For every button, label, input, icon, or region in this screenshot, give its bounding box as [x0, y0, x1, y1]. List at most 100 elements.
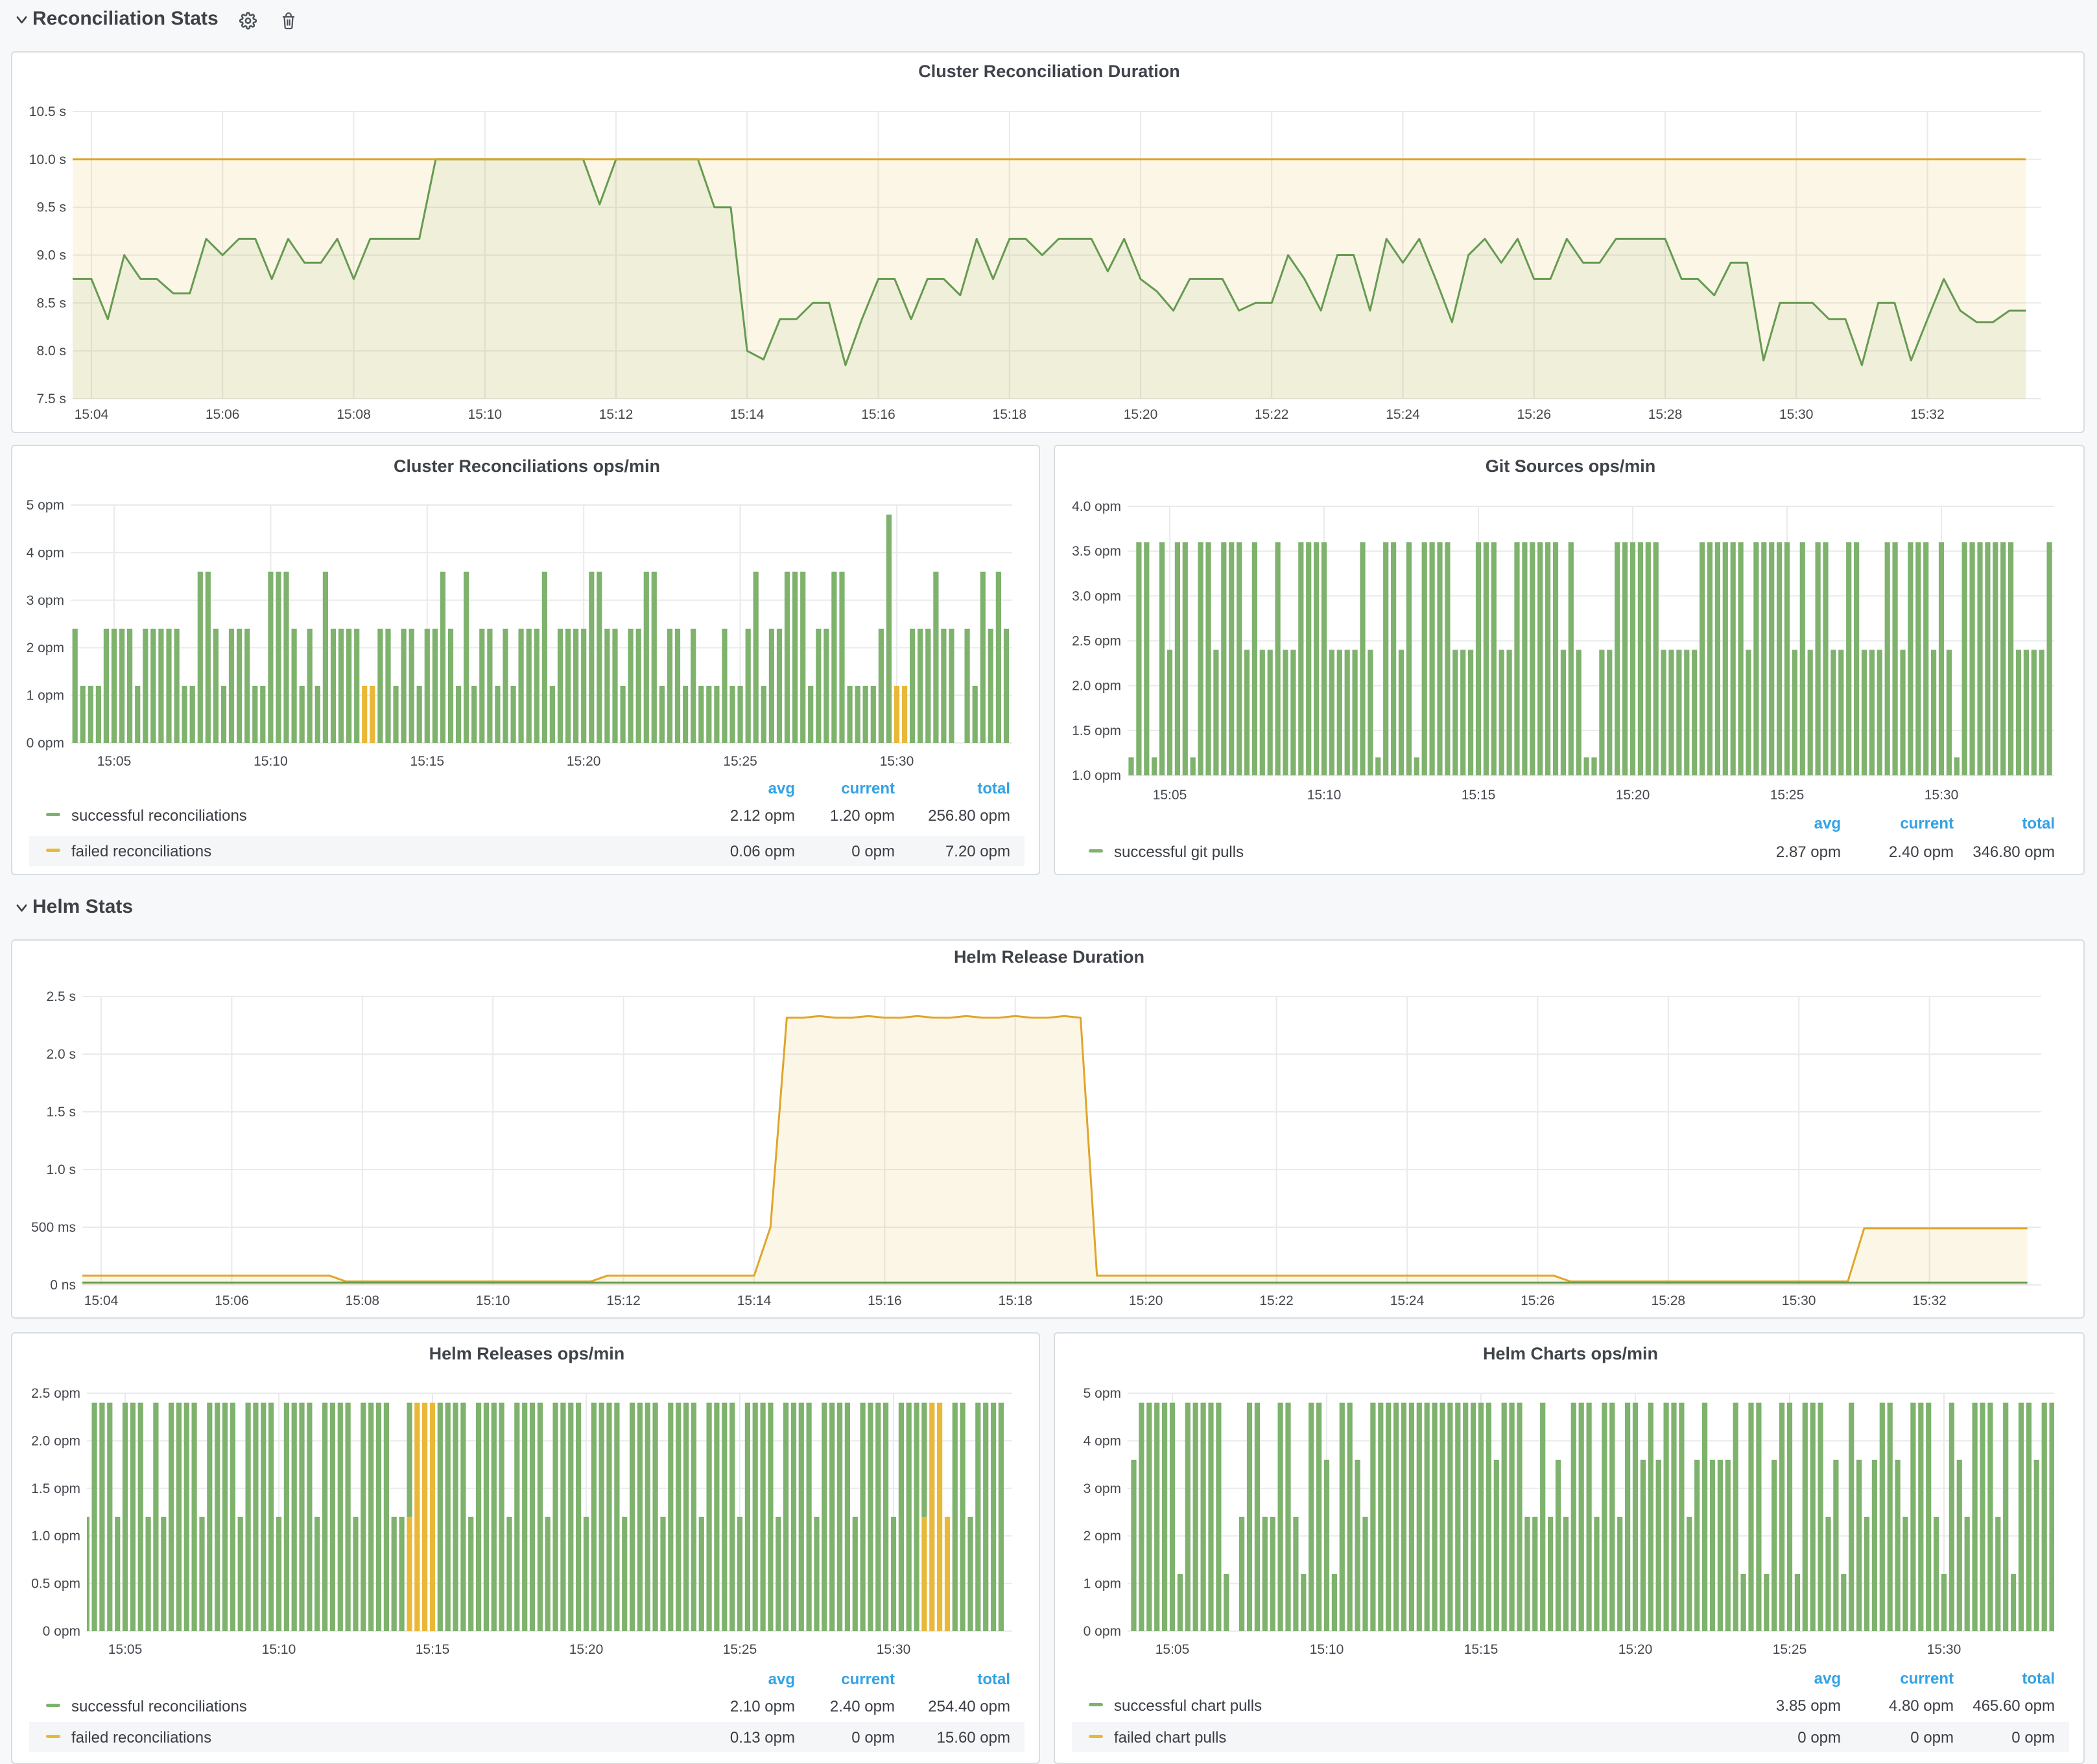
svg-text:7.20 opm: 7.20 opm — [945, 843, 1010, 860]
svg-text:346.80 opm: 346.80 opm — [1973, 843, 2055, 861]
svg-text:failed reconciliations: failed reconciliations — [71, 1729, 211, 1746]
svg-text:0.13 opm: 0.13 opm — [730, 1729, 795, 1746]
svg-text:3.5 opm: 3.5 opm — [1072, 544, 1121, 559]
svg-text:15:28: 15:28 — [1652, 1293, 1686, 1308]
svg-text:0 opm: 0 opm — [27, 736, 64, 751]
svg-text:465.60 opm: 465.60 opm — [1973, 1697, 2055, 1715]
svg-text:current: current — [841, 780, 895, 797]
svg-text:15:15: 15:15 — [1462, 788, 1496, 803]
svg-text:15:10: 15:10 — [254, 754, 288, 769]
svg-text:Cluster Reconciliation Duratio: Cluster Reconciliation Duration — [918, 62, 1180, 81]
svg-text:2.0 opm: 2.0 opm — [1072, 679, 1121, 694]
svg-text:5 opm: 5 opm — [27, 498, 64, 513]
svg-text:current: current — [841, 1671, 895, 1688]
svg-text:current: current — [1900, 1670, 1954, 1688]
svg-text:8.5 s: 8.5 s — [36, 296, 66, 311]
svg-text:successful chart pulls: successful chart pulls — [1114, 1697, 1262, 1715]
svg-text:2 opm: 2 opm — [27, 641, 64, 655]
svg-text:15:20: 15:20 — [1618, 1642, 1653, 1657]
svg-text:15:10: 15:10 — [468, 407, 503, 422]
svg-text:15:05: 15:05 — [1155, 1642, 1190, 1657]
svg-text:15:06: 15:06 — [206, 407, 240, 422]
svg-text:15:06: 15:06 — [215, 1293, 249, 1308]
svg-text:15:08: 15:08 — [346, 1293, 380, 1308]
svg-text:15:30: 15:30 — [1779, 407, 1814, 422]
svg-text:15:16: 15:16 — [868, 1293, 902, 1308]
svg-text:0 opm: 0 opm — [851, 843, 895, 860]
svg-text:9.5 s: 9.5 s — [36, 200, 66, 215]
svg-text:avg: avg — [768, 780, 795, 797]
svg-text:15:22: 15:22 — [1255, 407, 1289, 422]
svg-text:0 opm: 0 opm — [1084, 1624, 1121, 1639]
svg-text:15:30: 15:30 — [1925, 788, 1959, 803]
svg-text:avg: avg — [1814, 815, 1841, 832]
svg-text:15:24: 15:24 — [1390, 1293, 1425, 1308]
svg-text:0.06 opm: 0.06 opm — [730, 843, 795, 860]
svg-text:15:05: 15:05 — [97, 754, 132, 769]
svg-text:1.20 opm: 1.20 opm — [830, 807, 895, 825]
svg-text:15:16: 15:16 — [861, 407, 895, 422]
svg-text:total: total — [977, 780, 1010, 797]
svg-text:15:32: 15:32 — [1912, 1293, 1947, 1308]
svg-text:15:20: 15:20 — [567, 754, 601, 769]
svg-text:2.40 opm: 2.40 opm — [1889, 843, 1954, 861]
svg-text:15:26: 15:26 — [1517, 407, 1552, 422]
svg-text:0.5 opm: 0.5 opm — [31, 1577, 80, 1592]
svg-text:15:30: 15:30 — [877, 1642, 911, 1657]
svg-text:Helm Charts ops/min: Helm Charts ops/min — [1483, 1344, 1658, 1363]
svg-text:0 opm: 0 opm — [851, 1729, 895, 1746]
svg-text:15:25: 15:25 — [723, 754, 757, 769]
svg-text:15:26: 15:26 — [1521, 1293, 1555, 1308]
svg-text:15:15: 15:15 — [1464, 1642, 1499, 1657]
svg-text:3 opm: 3 opm — [1084, 1481, 1121, 1496]
svg-text:15:24: 15:24 — [1386, 407, 1420, 422]
svg-text:1 opm: 1 opm — [27, 688, 64, 703]
svg-text:4 opm: 4 opm — [1084, 1433, 1121, 1448]
svg-text:2.12 opm: 2.12 opm — [730, 807, 795, 825]
svg-text:15:12: 15:12 — [599, 407, 634, 422]
svg-text:15:08: 15:08 — [337, 407, 371, 422]
svg-text:4 opm: 4 opm — [27, 545, 64, 560]
svg-text:Cluster Reconciliations ops/mi: Cluster Reconciliations ops/min — [394, 456, 660, 476]
svg-text:15:20: 15:20 — [569, 1642, 604, 1657]
svg-text:15:30: 15:30 — [1782, 1293, 1816, 1308]
svg-text:15:20: 15:20 — [1616, 788, 1650, 803]
svg-text:15:05: 15:05 — [1153, 788, 1187, 803]
svg-text:15:15: 15:15 — [416, 1642, 450, 1657]
svg-text:successful git pulls: successful git pulls — [1114, 843, 1244, 861]
svg-text:15:30: 15:30 — [1927, 1642, 1961, 1657]
svg-text:15:10: 15:10 — [476, 1293, 510, 1308]
svg-text:4.0 opm: 4.0 opm — [1072, 499, 1121, 514]
svg-text:total: total — [2022, 815, 2055, 832]
svg-text:15:14: 15:14 — [730, 407, 764, 422]
svg-text:Git Sources ops/min: Git Sources ops/min — [1486, 456, 1656, 476]
svg-text:15:22: 15:22 — [1259, 1293, 1294, 1308]
svg-text:15:18: 15:18 — [999, 1293, 1033, 1308]
svg-text:15:20: 15:20 — [1129, 1293, 1163, 1308]
svg-text:0 ns: 0 ns — [50, 1278, 76, 1293]
svg-text:5 opm: 5 opm — [1084, 1386, 1121, 1401]
svg-text:15:05: 15:05 — [108, 1642, 143, 1657]
svg-text:1.0 s: 1.0 s — [46, 1162, 76, 1177]
svg-text:4.80 opm: 4.80 opm — [1889, 1697, 1954, 1715]
svg-text:avg: avg — [1814, 1670, 1841, 1688]
svg-text:1.5 s: 1.5 s — [46, 1105, 76, 1120]
svg-text:10.0 s: 10.0 s — [29, 152, 66, 167]
svg-text:2.40 opm: 2.40 opm — [830, 1698, 895, 1715]
svg-text:15:25: 15:25 — [1770, 788, 1805, 803]
svg-text:15:18: 15:18 — [993, 407, 1027, 422]
svg-text:9.0 s: 9.0 s — [36, 248, 66, 263]
svg-text:failed chart pulls: failed chart pulls — [1114, 1729, 1226, 1746]
svg-text:15:10: 15:10 — [1307, 788, 1342, 803]
svg-text:successful reconciliations: successful reconciliations — [71, 807, 247, 825]
svg-text:2.5 opm: 2.5 opm — [1072, 634, 1121, 649]
svg-text:15:04: 15:04 — [84, 1293, 119, 1308]
svg-text:15:32: 15:32 — [1910, 407, 1945, 422]
svg-text:15:20: 15:20 — [1124, 407, 1158, 422]
svg-text:7.5 s: 7.5 s — [36, 392, 66, 406]
svg-text:3.0 opm: 3.0 opm — [1072, 589, 1121, 604]
svg-text:15:10: 15:10 — [262, 1642, 296, 1657]
svg-text:3.85 opm: 3.85 opm — [1776, 1697, 1841, 1715]
svg-text:10.5 s: 10.5 s — [29, 104, 66, 119]
svg-text:15:25: 15:25 — [1773, 1642, 1807, 1657]
